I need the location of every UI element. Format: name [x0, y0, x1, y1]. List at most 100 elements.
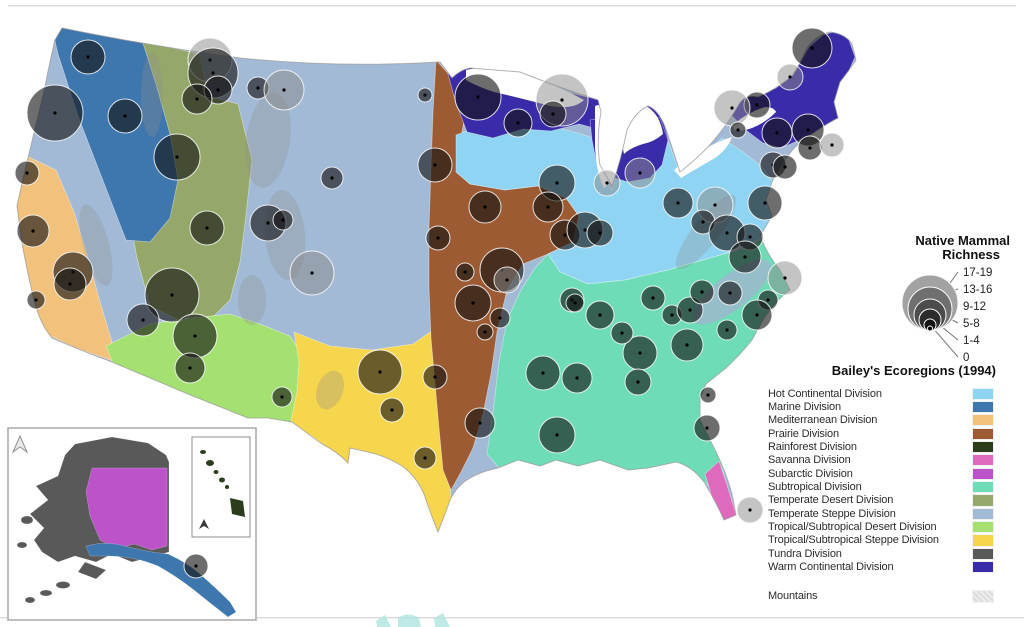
richness-bubble	[493, 266, 521, 294]
ecoregion-swatch	[972, 547, 994, 560]
ecoregion-label: Hot Continental Division	[768, 387, 882, 400]
lake-erie	[674, 137, 732, 178]
richness-bubble	[126, 303, 160, 337]
richness-bubble	[716, 319, 738, 341]
richness-bubble	[767, 260, 803, 296]
richness-bubble	[729, 121, 747, 139]
richness-size-legend: 17-19 13-16 9-12 5-8 1-4 0	[901, 267, 992, 364]
ecoregion-label: Mediterranean Division	[768, 414, 878, 427]
ecoregion-legend-item: Tropical/Subtropical Steppe Division	[768, 534, 994, 547]
richness-bubble	[640, 285, 666, 311]
richness-class-label: 0	[963, 352, 969, 364]
ecoregion-legend-item: Savanna Division	[768, 454, 994, 467]
richness-class-label: 1-4	[963, 335, 980, 347]
richness-bubble	[503, 108, 533, 138]
richness-bubble	[489, 307, 511, 329]
ecoregion-swatch	[972, 440, 994, 454]
ecoregion-legend-item: Temperate Steppe Division	[768, 507, 994, 520]
ecoregion-label: Temperate Desert Division	[768, 494, 894, 507]
richness-bubble	[379, 397, 405, 423]
richness-bubble	[797, 135, 823, 161]
richness-bubble	[144, 267, 200, 323]
watermark-fragment	[376, 613, 450, 627]
richness-bubble	[741, 299, 773, 331]
richness-bubble	[70, 39, 106, 75]
richness-bubble	[761, 117, 793, 149]
richness-bubble	[422, 364, 448, 390]
richness-bubble	[819, 132, 845, 158]
richness-bubble	[464, 407, 496, 439]
ecoregion-label: Rainforest Division	[768, 441, 857, 454]
richness-class-label: 13-16	[963, 284, 992, 296]
richness-bubble	[417, 147, 453, 183]
richness-bubble	[624, 368, 652, 396]
richness-bubble	[425, 225, 451, 251]
ecoregion-swatch	[972, 494, 994, 507]
richness-bubble	[454, 284, 492, 322]
region-marine-alaska	[85, 543, 237, 618]
richness-bubble	[455, 262, 475, 282]
ecoregion-swatch	[972, 467, 994, 480]
richness-bubble	[728, 240, 762, 274]
richness-bubble	[16, 214, 50, 248]
richness-bubble	[289, 250, 335, 296]
mountains-legend-item: Mountains	[768, 589, 994, 603]
richness-bubble	[676, 296, 704, 324]
richness-bubble	[772, 154, 798, 180]
ecoregions-legend-list: Hot Continental Division Marine Division M…	[768, 387, 994, 574]
ecoregion-swatch	[972, 454, 994, 467]
richness-bubble	[189, 210, 225, 246]
ecoregion-label: Temperate Steppe Division	[768, 507, 896, 520]
richness-bubble	[662, 187, 694, 219]
richness-legend-circle	[927, 325, 933, 332]
richness-bubble	[413, 446, 437, 470]
richness-bubble	[107, 98, 143, 134]
ecoregion-legend-item: Rainforest Division	[768, 440, 994, 454]
ecoregion-swatch	[972, 387, 994, 400]
ecoregion-label: Marine Division	[768, 401, 841, 414]
mountains-label: Mountains	[768, 590, 818, 602]
richness-bubble	[747, 185, 783, 221]
richness-bubble	[539, 100, 567, 128]
hawaii-north-arrow-icon	[199, 519, 209, 529]
richness-class-leader-line	[931, 326, 959, 358]
ecoregion-legend-item: Warm Continental Division	[768, 560, 994, 574]
richness-bubble	[532, 191, 564, 223]
richness-bubble	[624, 157, 656, 189]
top-rule	[8, 5, 1016, 7]
ecoregion-label: Subtropical Division	[768, 481, 862, 494]
ecoregion-label: Tundra Division	[768, 547, 842, 560]
ecoregion-swatch	[972, 414, 994, 427]
richness-bubble	[593, 169, 621, 197]
ecoregion-swatch	[972, 400, 994, 414]
richness-bubble	[713, 89, 751, 127]
richness-bubble	[736, 496, 764, 524]
ecoregion-swatch	[972, 561, 994, 574]
ecoregion-label: Tropical/Subtropical Desert Division	[768, 521, 937, 534]
ecoregion-swatch	[972, 534, 994, 547]
richness-bubble	[670, 328, 704, 362]
mountains-swatch	[972, 589, 994, 603]
ecoregion-legend-item: Tundra Division	[768, 547, 994, 560]
ecoregion-swatch	[972, 427, 994, 440]
richness-bubble	[565, 293, 585, 313]
ecoregion-swatch	[972, 480, 994, 494]
ecoregion-legend-item: Subarctic Division	[768, 467, 994, 480]
richness-bubble	[610, 321, 634, 345]
bottom-rule	[0, 617, 1024, 619]
ecoregion-label: Savanna Division	[768, 454, 851, 467]
ecoregion-label: Prairie Division	[768, 427, 839, 440]
richness-class-label: 17-19	[963, 267, 992, 279]
richness-bubble	[689, 279, 715, 305]
richness-class-label: 5-8	[963, 318, 980, 330]
richness-bubble	[525, 355, 561, 391]
richness-class-label: 9-12	[963, 301, 986, 313]
ecoregion-legend-item: Temperate Desert Division	[768, 494, 994, 507]
richness-bubble	[263, 69, 305, 111]
richness-bubble	[454, 73, 502, 121]
region-rainforest-hawaii	[200, 450, 245, 517]
ecoregion-label: Tropical/Subtropical Steppe Division	[768, 534, 939, 547]
richness-bubble	[538, 416, 576, 454]
richness-bubble	[320, 166, 344, 190]
